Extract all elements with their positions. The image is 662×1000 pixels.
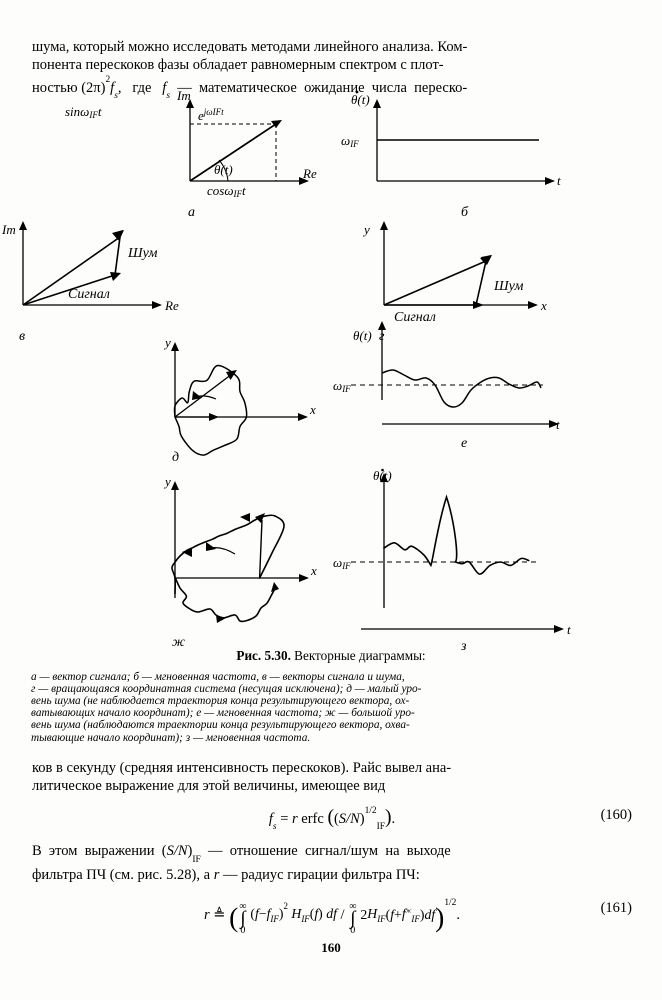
svg-text:з: з bbox=[460, 639, 467, 653]
svg-text:Шум: Шум bbox=[127, 246, 157, 261]
svg-text:ejωIFt: ejωIFt bbox=[198, 107, 224, 123]
svg-text:cosωIFt: cosωIFt bbox=[207, 183, 246, 199]
svg-text:ωIF: ωIF bbox=[341, 133, 359, 149]
svg-text:θ(t): θ(t) bbox=[214, 162, 233, 177]
svg-text:Im: Im bbox=[1, 222, 16, 237]
svg-text:y: y bbox=[163, 341, 171, 350]
svg-text:t: t bbox=[556, 417, 560, 432]
svg-text:y: y bbox=[163, 474, 171, 489]
svg-text:ωIF: ωIF bbox=[333, 555, 351, 571]
svg-text:Im: Im bbox=[176, 88, 191, 103]
svg-text:Сигнал: Сигнал bbox=[68, 287, 110, 302]
svg-text:x: x bbox=[310, 563, 317, 578]
svg-text:ωIF: ωIF bbox=[333, 378, 351, 394]
svg-text:t: t bbox=[557, 173, 561, 188]
svg-text:ж: ж bbox=[172, 635, 185, 650]
svg-text:t: t bbox=[567, 622, 571, 637]
svg-text:e: e bbox=[461, 436, 467, 450]
svg-text:Re: Re bbox=[302, 166, 317, 181]
svg-text:Re: Re bbox=[164, 298, 179, 313]
svg-text:θ(t): θ(t) bbox=[353, 328, 372, 343]
svg-text:θ(t): θ(t) bbox=[351, 92, 370, 107]
svg-text:y: y bbox=[362, 222, 370, 237]
svg-text:д: д bbox=[172, 450, 179, 465]
svg-text:sinωIFt: sinωIFt bbox=[65, 104, 102, 120]
svg-text:x: x bbox=[309, 402, 316, 417]
svg-text:Шум: Шум bbox=[493, 279, 523, 294]
svg-text:x: x bbox=[540, 298, 547, 313]
